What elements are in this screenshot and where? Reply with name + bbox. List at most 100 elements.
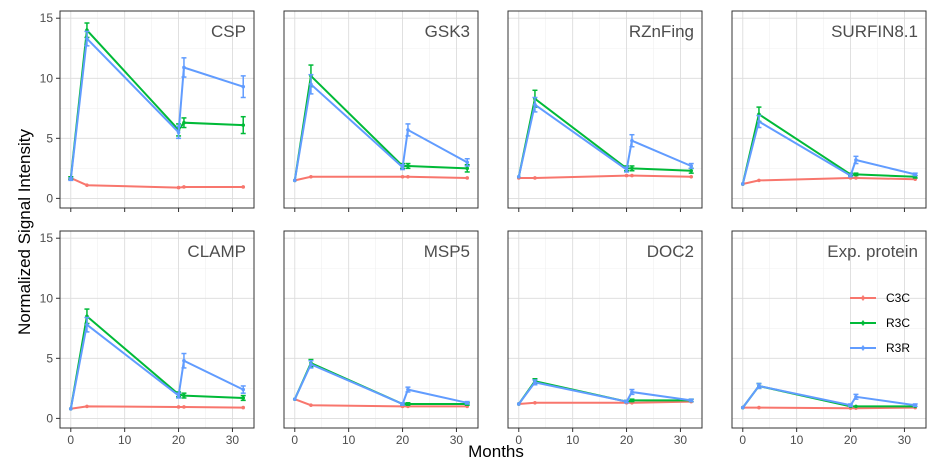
panel-title: RZnFing <box>629 22 694 41</box>
series-line-c3c <box>742 406 916 410</box>
data-point-r3r <box>516 402 521 406</box>
legend-label: C3C <box>886 291 910 305</box>
data-point-r3c <box>854 172 858 177</box>
data-point-r3r <box>740 405 745 410</box>
panel-title: CLAMP <box>187 242 246 261</box>
panel: Exp. protein 0 10 20 30 <box>731 230 927 447</box>
legend-key-point <box>861 296 865 300</box>
data-point-r3c <box>406 164 410 168</box>
data-point-r3r <box>913 172 918 177</box>
panel-border <box>731 10 927 209</box>
data-point-c3c <box>309 174 313 179</box>
x-tick-label: 0 <box>515 433 522 447</box>
data-point-c3c <box>630 173 634 178</box>
data-point-c3c <box>309 403 313 407</box>
panel: RZnFing <box>507 10 703 212</box>
legend-key-point <box>861 321 865 325</box>
data-point-r3c <box>630 166 634 171</box>
data-point-r3r <box>68 406 73 411</box>
panel-title: SURFIN8.1 <box>831 22 918 41</box>
data-point-r3r <box>533 102 537 107</box>
legend-item: R3R <box>850 341 910 355</box>
legend-item: C3C <box>850 291 910 305</box>
data-point-c3c <box>176 185 181 190</box>
panel-title: MSP5 <box>424 242 470 261</box>
data-point-c3c <box>176 405 181 409</box>
data-point-r3r <box>689 164 694 168</box>
panel-title: CSP <box>211 22 246 41</box>
data-point-r3r <box>85 36 89 41</box>
data-point-r3r <box>182 358 186 363</box>
panel-border <box>283 230 479 429</box>
y-axis-title: Normalized Signal Intensity <box>15 129 34 335</box>
x-tick-label: 0 <box>291 433 298 447</box>
y-tick-label: 5 <box>46 131 53 145</box>
data-point-r3r <box>400 402 405 406</box>
panel-title: GSK3 <box>425 22 470 41</box>
y-tick-label: 5 <box>46 351 53 365</box>
data-point-r3r <box>400 165 405 169</box>
data-point-c3c <box>533 400 537 405</box>
data-point-c3c <box>465 176 470 180</box>
x-tick-label: 0 <box>67 433 74 447</box>
panel-title: Exp. protein <box>827 242 918 261</box>
panel-background <box>284 11 478 208</box>
x-axis-title: Months <box>468 442 524 461</box>
data-point-r3r <box>630 390 634 394</box>
data-point-c3c <box>182 185 186 189</box>
data-point-r3r <box>757 119 761 124</box>
data-point-r3r <box>630 138 634 143</box>
panel: DOC2 0 10 20 30 <box>507 230 703 447</box>
data-point-r3r <box>848 403 853 407</box>
panel: CLAMP 0 5 10 15 0 10 20 30 <box>40 230 255 447</box>
y-tick-label: 15 <box>40 11 54 25</box>
panel-border <box>283 10 479 209</box>
data-point-r3r <box>68 177 73 181</box>
data-point-r3r <box>309 82 313 87</box>
data-point-c3c <box>624 173 629 178</box>
data-point-c3c <box>757 405 761 410</box>
data-point-r3r <box>241 387 246 392</box>
panels-layer: CSP 0 5 10 15 GSK3 RZnFing SURFIN8.1 CLAMP 0 5 10 15… <box>40 10 927 447</box>
legend-label: R3R <box>886 341 910 355</box>
data-point-c3c <box>854 176 858 180</box>
panel-border <box>59 10 255 209</box>
data-point-c3c <box>85 404 89 409</box>
x-tick-label: 20 <box>620 433 634 447</box>
x-tick-label: 30 <box>898 433 912 447</box>
data-point-r3r <box>740 182 745 186</box>
data-point-r3c <box>182 120 186 125</box>
panel: CSP 0 5 10 15 <box>40 10 255 212</box>
data-point-r3r <box>309 362 313 367</box>
data-point-c3c <box>241 185 246 189</box>
data-point-r3r <box>913 403 918 407</box>
data-point-r3c <box>630 398 634 403</box>
data-point-r3c <box>182 393 186 398</box>
data-point-r3r <box>848 173 853 178</box>
data-point-r3c <box>406 402 410 406</box>
data-point-r3r <box>624 167 629 172</box>
panel: MSP5 0 10 20 30 <box>283 230 479 447</box>
x-tick-label: 0 <box>739 433 746 447</box>
legend-key-point <box>861 346 865 350</box>
data-point-r3r <box>406 128 410 132</box>
y-tick-label: 10 <box>40 291 54 305</box>
y-tick-label: 0 <box>46 411 53 425</box>
data-point-r3c <box>241 396 246 400</box>
data-point-r3r <box>689 398 694 403</box>
panel-border <box>507 230 703 429</box>
data-point-r3r <box>292 178 297 183</box>
data-point-r3r <box>292 397 297 401</box>
x-tick-label: 30 <box>450 433 464 447</box>
data-point-c3c <box>85 183 89 187</box>
data-point-r3c <box>854 404 858 409</box>
legend-item: R3C <box>850 316 910 330</box>
data-point-c3c <box>689 174 694 179</box>
x-tick-label: 10 <box>790 433 804 447</box>
x-tick-label: 10 <box>118 433 132 447</box>
data-point-c3c <box>241 405 246 410</box>
data-point-c3c <box>533 176 537 180</box>
x-tick-label: 30 <box>674 433 688 447</box>
x-tick-label: 10 <box>342 433 356 447</box>
